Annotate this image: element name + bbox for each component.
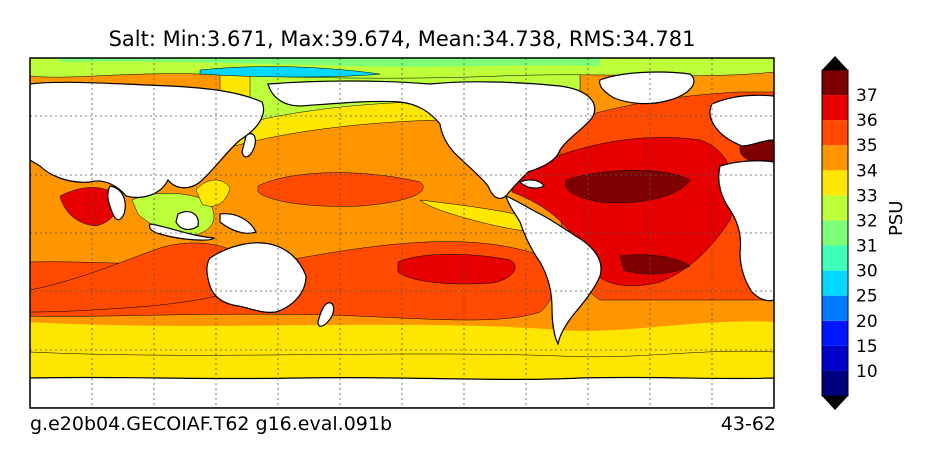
colorbar-segment — [822, 295, 848, 321]
colorbar-tick-label: 32 — [856, 211, 878, 231]
colorbar-extend-max — [822, 56, 848, 70]
colorbar-segment — [822, 120, 848, 146]
australia-landmass — [206, 242, 307, 313]
map-graticule — [30, 58, 774, 408]
salinity-band-south-atlantic-37 — [619, 254, 691, 275]
south-america-landmass — [505, 195, 602, 346]
java-landmass — [148, 223, 216, 241]
colorbar-tick-label: 10 — [856, 362, 878, 382]
salinity-band-north-pacific-35 — [257, 172, 424, 207]
colorbar-extend-min — [822, 396, 848, 410]
colorbar-segment — [822, 220, 848, 246]
borneo-landmass — [175, 211, 199, 231]
colorbar-segment — [822, 170, 848, 196]
continents — [30, 71, 774, 408]
colorbar-segment — [822, 270, 848, 296]
colorbar-segment — [822, 370, 848, 396]
map-frame — [29, 57, 775, 409]
asia-landmass — [30, 81, 265, 199]
year-range-label: 43-62 — [720, 413, 776, 435]
salinity-band-south-pacific-36 — [397, 253, 516, 285]
colorbar-segment — [822, 245, 848, 271]
colorbar-segment — [822, 95, 848, 121]
antarctica-landmass — [30, 376, 774, 408]
colorbar-tick-label: 31 — [856, 237, 878, 257]
colorbar: 10 15 20 25 30 31 32 33 34 35 36 37 — [821, 56, 878, 410]
colorbar-tick-label: 30 — [856, 262, 878, 282]
colorbar-segment — [822, 345, 848, 371]
caribbean-islands — [518, 179, 545, 189]
map-title: Salt: Min:3.671, Max:39.674, Mean:34.738… — [108, 27, 696, 51]
case-name-label: g.e20b04.GECOIAF.T62 g16.eval.091b — [30, 413, 393, 435]
colorbar-tick-label: 35 — [856, 136, 878, 156]
north-america-landmass — [267, 80, 596, 199]
colorbar-tick-label: 37 — [856, 86, 878, 106]
salinity-band-maritime-33 — [195, 179, 231, 207]
new-guinea-landmass — [219, 213, 257, 234]
greenland-landmass — [599, 71, 695, 105]
colorbar-tick-label: 34 — [856, 161, 878, 181]
colorbar-frame — [821, 69, 849, 397]
colorbar-segment — [822, 145, 848, 171]
colorbar-segment — [822, 70, 848, 96]
india-landmass — [107, 185, 126, 221]
colorbar-tick-label: 20 — [856, 312, 878, 332]
new-zealand-landmass — [317, 302, 335, 327]
europe-landmass — [709, 94, 774, 147]
salinity-band-north-atlantic-37 — [565, 170, 691, 204]
colorbar-units-label: PSU — [886, 200, 907, 236]
colorbar-tick-label: 36 — [856, 111, 878, 131]
salinity-band-arctic-31 — [60, 58, 600, 67]
japan-landmass — [241, 133, 256, 158]
africa-landmass — [718, 160, 774, 302]
colorbar-tick-label: 33 — [856, 186, 878, 206]
salinity-band-arctic-25 — [199, 66, 381, 78]
colorbar-tick-label: 25 — [856, 287, 878, 307]
colorbar-segment — [822, 195, 848, 221]
colorbar-tick-label: 15 — [856, 337, 878, 357]
colorbar-segment — [822, 320, 848, 346]
